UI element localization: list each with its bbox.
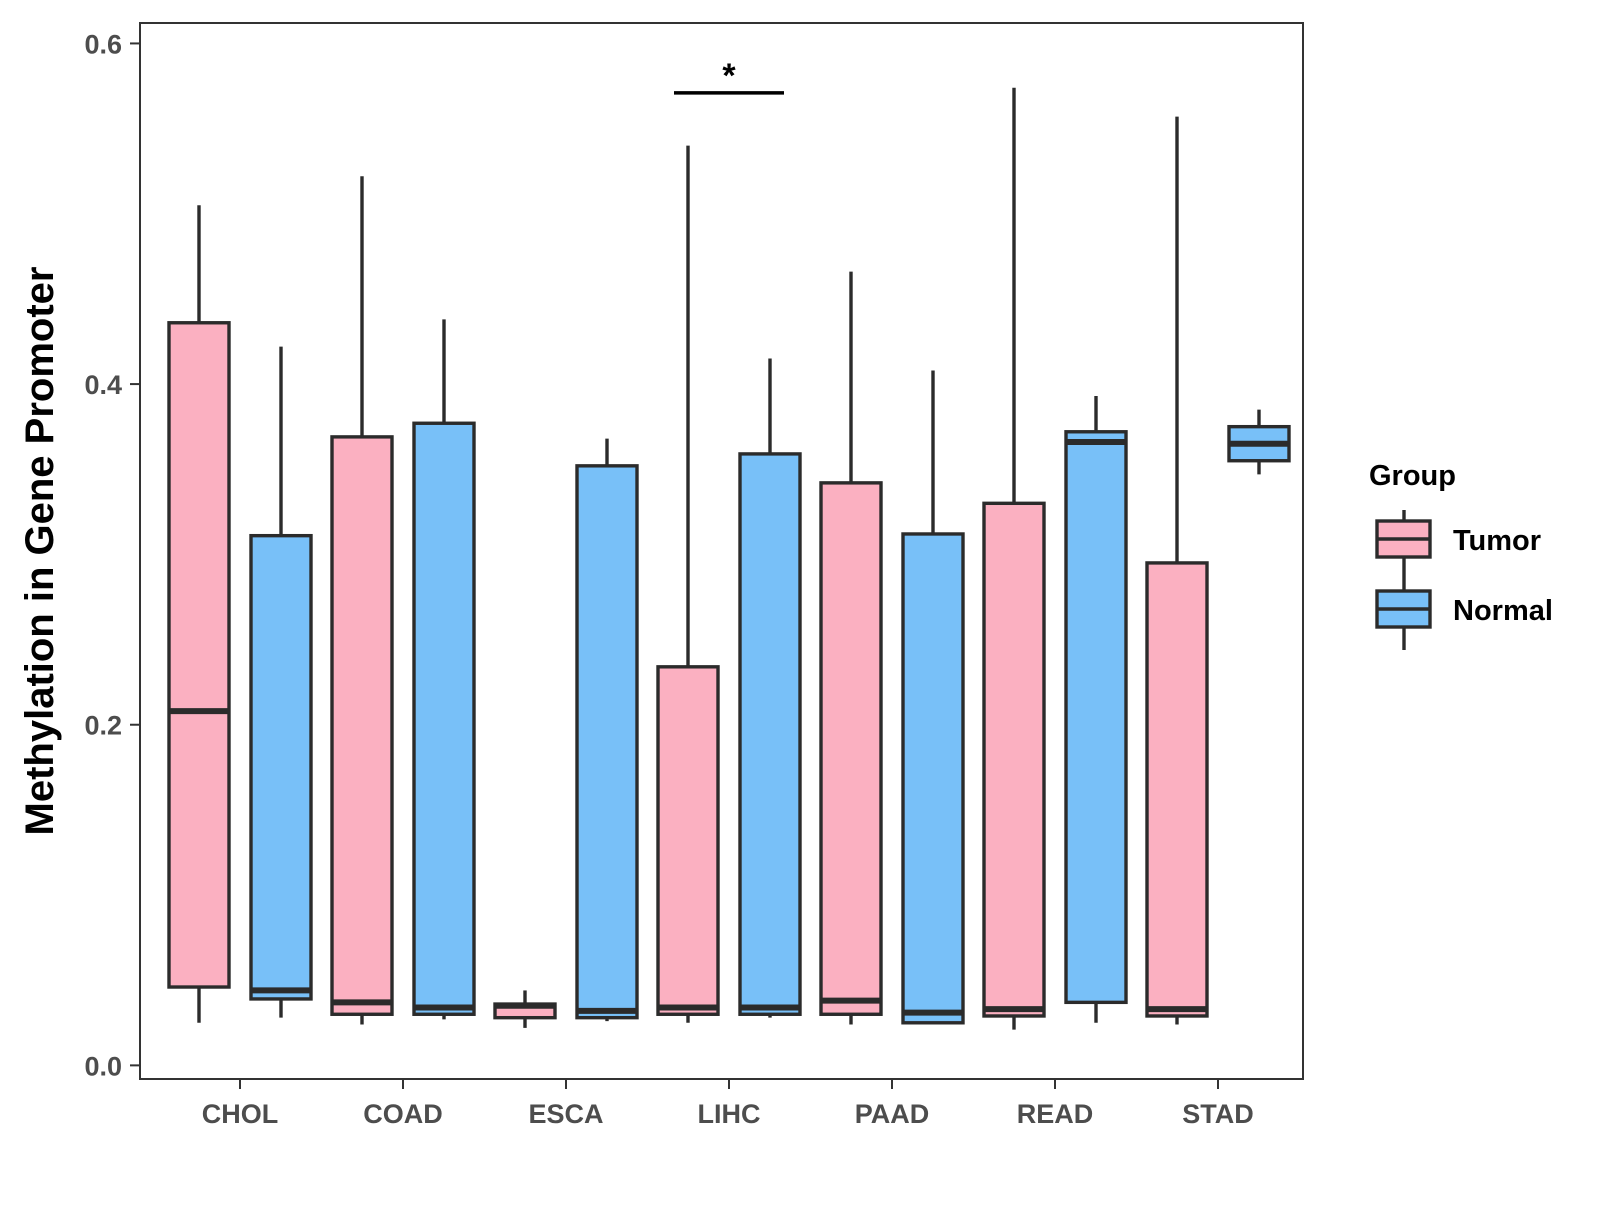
- box-rect: [656, 665, 720, 1016]
- significance-annotations: *: [674, 57, 784, 95]
- y-tick-label: 0.4: [84, 370, 122, 400]
- box-normal-stad: [1227, 409, 1291, 475]
- x-tick-label: CHOL: [202, 1099, 279, 1129]
- box-rect: [819, 481, 883, 1016]
- box-normal-lihc: [738, 358, 802, 1018]
- box-tumor-stad: [1145, 116, 1209, 1025]
- box-tumor-lihc: [656, 145, 720, 1023]
- x-tick-label: ESCA: [528, 1099, 603, 1129]
- box-normal-chol: [249, 346, 313, 1018]
- box-tumor-esca: [493, 990, 557, 1028]
- legend-item-tumor: Tumor: [1375, 510, 1541, 580]
- box-tumor-read: [982, 87, 1046, 1030]
- y-axis: 0.0 0.2 0.4 0.6: [84, 29, 140, 1081]
- y-axis-title: Methylation in Gene Promoter: [18, 267, 62, 836]
- box-rect: [982, 501, 1046, 1018]
- box-rect: [738, 452, 802, 1016]
- box-rect: [249, 533, 313, 1001]
- box-rect: [330, 435, 394, 1016]
- legend-label-tumor: Tumor: [1453, 525, 1541, 557]
- box-rect: [1064, 430, 1128, 1005]
- box-rect: [1145, 561, 1209, 1018]
- y-tick-label: 0.0: [84, 1051, 122, 1081]
- box-tumor-chol: [167, 205, 231, 1023]
- box-rect: [412, 421, 476, 1016]
- x-tick-label: COAD: [363, 1099, 443, 1129]
- box-rect: [167, 321, 231, 989]
- plot-panel-border: [139, 22, 1304, 1080]
- x-tick-label: STAD: [1182, 1099, 1254, 1129]
- box-normal-read: [1064, 396, 1128, 1023]
- y-tick-label: 0.2: [84, 711, 122, 741]
- legend: Group Tumor Normal: [1369, 460, 1553, 650]
- legend-item-normal: Normal: [1375, 580, 1553, 650]
- x-tick-label: READ: [1017, 1099, 1094, 1129]
- legend-label-normal: Normal: [1453, 595, 1553, 627]
- y-tick-label: 0.6: [84, 29, 122, 59]
- box-tumor-paad: [819, 271, 883, 1025]
- significance-label: *: [722, 57, 736, 95]
- box-tumor-coad: [330, 176, 394, 1025]
- box-normal-paad: [901, 370, 965, 1025]
- box-series: [167, 87, 1291, 1030]
- box-normal-coad: [412, 319, 476, 1020]
- box-normal-esca: [575, 438, 639, 1022]
- box-rect: [901, 532, 965, 1025]
- x-axis: CHOL COAD ESCA LIHC PAAD READ STAD: [202, 1079, 1254, 1129]
- x-tick-label: PAAD: [855, 1099, 930, 1129]
- legend-title: Group: [1369, 460, 1456, 492]
- x-tick-label: LIHC: [698, 1099, 761, 1129]
- box-rect: [575, 464, 639, 1020]
